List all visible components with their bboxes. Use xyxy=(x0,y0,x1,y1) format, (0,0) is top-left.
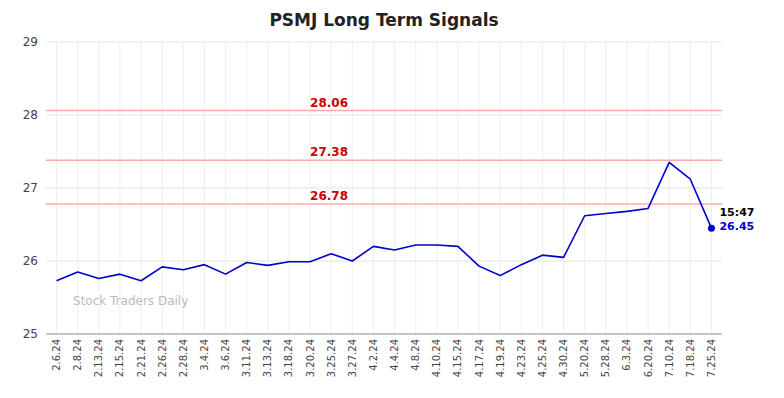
grid-line-x xyxy=(584,42,585,334)
reference-line xyxy=(46,203,722,205)
x-tick-label: 3.18.24 xyxy=(283,339,294,377)
grid-line-x xyxy=(648,42,649,334)
x-tick-label: 2.13.24 xyxy=(93,339,104,377)
price-line xyxy=(57,162,712,280)
reference-lines xyxy=(46,111,722,204)
y-tick-label: 28 xyxy=(23,108,38,122)
grid-line-x xyxy=(141,42,142,334)
grid-line-x xyxy=(288,42,289,334)
grid-line-x xyxy=(267,42,268,334)
grid-line-x xyxy=(605,42,606,334)
grid-line-x xyxy=(669,42,670,334)
title: PSMJ Long Term Signals xyxy=(269,10,498,30)
grid-line-y xyxy=(46,334,722,335)
x-tick-label: 3.13.24 xyxy=(262,339,273,377)
grid-line-x xyxy=(563,42,564,334)
reference-label: 28.06 xyxy=(310,96,348,110)
x-tick-label: 3.20.24 xyxy=(305,339,316,377)
grid-line-y xyxy=(46,42,722,43)
x-tick-label: 4.8.24 xyxy=(410,339,421,371)
chart: 25 26 27 28 29 2.6.24 2.8.24 2.13.24 2.15.24 2.21… xyxy=(0,0,784,398)
y-axis: 25 26 27 28 29 xyxy=(23,35,38,341)
grid-line-x xyxy=(394,42,395,334)
x-tick-label: 3.11.24 xyxy=(241,339,252,377)
grid-line-x xyxy=(415,42,416,334)
grid-line-x xyxy=(162,42,163,334)
grid xyxy=(46,42,722,334)
grid-line-x xyxy=(331,42,332,334)
grid-line-x xyxy=(479,42,480,334)
x-tick-label: 7.25.24 xyxy=(706,339,717,377)
x-tick-label: 5.28.24 xyxy=(600,339,611,377)
grid-line-x xyxy=(373,42,374,334)
grid-line-x xyxy=(626,42,627,334)
x-tick-label: 4.23.24 xyxy=(516,339,527,377)
plot-area xyxy=(57,162,715,280)
annotation-time: 15:47 xyxy=(719,206,754,219)
x-tick-label: 6.20.24 xyxy=(643,339,654,377)
reference-label: 27.38 xyxy=(310,145,348,159)
annotation-price: 26.45 xyxy=(719,220,754,233)
x-tick-label: 4.19.24 xyxy=(495,339,506,377)
x-tick-label: 4.25.24 xyxy=(537,339,548,377)
watermark: Stock Traders Daily xyxy=(73,294,188,308)
reference-line xyxy=(46,160,722,162)
grid-line-x xyxy=(436,42,437,334)
x-tick-label: 2.15.24 xyxy=(114,339,125,377)
grid-line-x xyxy=(98,42,99,334)
grid-line-x xyxy=(183,42,184,334)
grid-line-x xyxy=(204,42,205,334)
x-tick-label: 2.28.24 xyxy=(178,339,189,377)
x-tick-label: 4.30.24 xyxy=(558,339,569,377)
grid-line-x xyxy=(119,42,120,334)
grid-line-x xyxy=(690,42,691,334)
y-tick-label: 26 xyxy=(23,254,38,268)
x-tick-label: 2.6.24 xyxy=(51,339,62,371)
x-tick-label: 4.4.24 xyxy=(389,339,400,371)
reference-line xyxy=(46,110,722,112)
x-tick-label: 5.20.24 xyxy=(579,339,590,377)
y-tick-label: 27 xyxy=(23,181,38,195)
grid-line-x xyxy=(77,42,78,334)
x-tick-label: 4.17.24 xyxy=(474,339,485,377)
last-point xyxy=(708,225,715,232)
y-tick-label: 29 xyxy=(23,35,38,49)
grid-line-x xyxy=(352,42,353,334)
grid-line-x xyxy=(542,42,543,334)
x-tick-label: 2.21.24 xyxy=(136,339,147,377)
x-tick-label: 3.27.24 xyxy=(347,339,358,377)
x-tick-label: 2.8.24 xyxy=(72,339,83,371)
grid-line-x xyxy=(310,42,311,334)
grid-line-y xyxy=(46,115,722,116)
x-tick-label: 3.25.24 xyxy=(326,339,337,377)
reference-label: 26.78 xyxy=(310,189,348,203)
grid-line-x xyxy=(246,42,247,334)
y-tick-label: 25 xyxy=(23,327,38,341)
grid-line-x xyxy=(500,42,501,334)
grid-line-x xyxy=(457,42,458,334)
x-tick-label: 6.3.24 xyxy=(621,339,632,371)
reference-labels: 28.06 27.38 26.78 xyxy=(310,96,348,203)
x-tick-label: 4.2.24 xyxy=(368,339,379,371)
grid-line-x xyxy=(56,42,57,334)
x-axis: 2.6.24 2.8.24 2.13.24 2.15.24 2.21.24 2.26.24… xyxy=(46,334,722,377)
grid-line-y xyxy=(46,261,722,262)
x-tick-label: 4.10.24 xyxy=(431,339,442,377)
x-tick-label: 3.6.24 xyxy=(220,339,231,371)
x-tick-label: 7.18.24 xyxy=(685,339,696,377)
x-axis-line xyxy=(46,334,722,335)
grid-line-y xyxy=(46,188,722,189)
grid-line-x xyxy=(711,42,712,334)
x-tick-label: 2.26.24 xyxy=(157,339,168,377)
x-tick-label: 7.10.24 xyxy=(664,339,675,377)
grid-line-x xyxy=(225,42,226,334)
x-tick-label: 4.15.24 xyxy=(452,339,463,377)
grid-line-x xyxy=(521,42,522,334)
x-tick-label: 3.4.24 xyxy=(199,339,210,371)
